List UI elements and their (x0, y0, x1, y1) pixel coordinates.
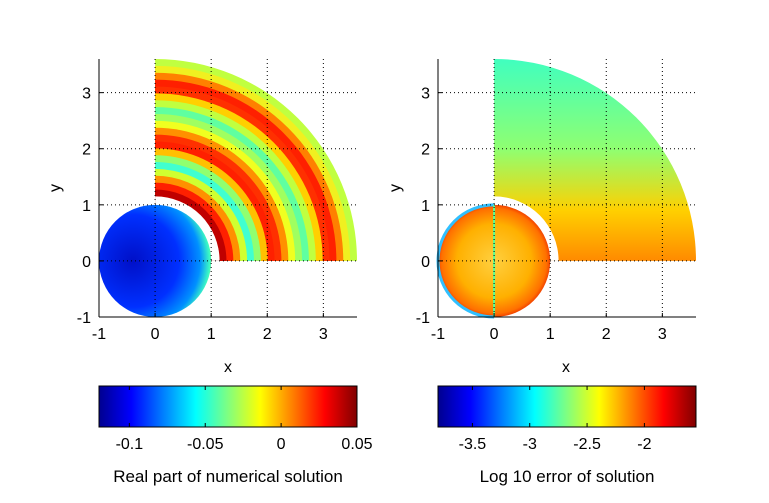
x-tick-label: 1 (546, 326, 555, 343)
right-xlabel: x (562, 359, 570, 376)
right-colorbar: -3.5 -3 -2.5 -2 Log 10 error of solution (437, 385, 697, 486)
x-tick-label: -1 (431, 326, 445, 343)
right-colorbar-bar (437, 385, 697, 428)
colorbar-tick-label: 0.05 (341, 436, 372, 453)
y-tick-label: -1 (77, 310, 91, 327)
y-tick-label: 3 (421, 86, 430, 103)
y-tick-label: 1 (421, 198, 430, 215)
x-tick-label: -1 (92, 326, 106, 343)
right-ylabel: y (387, 184, 404, 192)
right-sector (494, 59, 696, 261)
y-tick-label: 0 (82, 254, 91, 271)
left-colorbar-bar (98, 385, 358, 428)
colorbar-tick-label: -2.5 (573, 436, 601, 453)
left-colorbar-ticks: -0.1 -0.05 0 0.05 (116, 386, 373, 453)
right-heatmap (436, 59, 696, 319)
left-grid (99, 59, 357, 317)
x-tick-label: 3 (319, 326, 328, 343)
left-heatmap (99, 59, 357, 317)
left-colorbar-label: Real part of numerical solution (113, 467, 343, 486)
colorbar-tick-label: -3 (523, 436, 537, 453)
left-panel: -1 0 1 2 3 -1 0 1 2 3 x y (47, 59, 357, 376)
x-tick-label: 2 (263, 326, 272, 343)
left-xlabel: x (224, 359, 232, 376)
x-tick-label: 2 (602, 326, 611, 343)
right-colorbar-ticks: -3.5 -3 -2.5 -2 (459, 386, 652, 453)
y-tick-label: 2 (82, 142, 91, 159)
y-tick-label: -1 (416, 310, 430, 327)
colorbar-tick-label: -0.1 (116, 436, 144, 453)
left-ylabel: y (47, 184, 64, 192)
left-ticks: -1 0 1 2 3 -1 0 1 2 3 (77, 86, 328, 343)
x-tick-label: 0 (490, 326, 499, 343)
right-ticks: -1 0 1 2 3 -1 0 1 2 3 (416, 86, 667, 343)
colorbar-tick-label: -0.05 (187, 436, 224, 453)
right-grid (438, 59, 696, 317)
left-colorbar: -0.1 -0.05 0 0.05 Real part of numerical so… (98, 385, 373, 486)
x-tick-label: 1 (207, 326, 216, 343)
colorbar-tick-label: 0 (277, 436, 286, 453)
y-tick-label: 0 (421, 254, 430, 271)
y-tick-label: 1 (82, 198, 91, 215)
y-tick-label: 2 (421, 142, 430, 159)
x-tick-label: 0 (151, 326, 160, 343)
right-panel: -1 0 1 2 3 -1 0 1 2 3 x y (387, 59, 696, 376)
y-tick-label: 3 (82, 86, 91, 103)
x-tick-label: 3 (658, 326, 667, 343)
colorbar-tick-label: -2 (637, 436, 651, 453)
right-colorbar-label: Log 10 error of solution (480, 467, 655, 486)
colorbar-tick-label: -3.5 (459, 436, 487, 453)
